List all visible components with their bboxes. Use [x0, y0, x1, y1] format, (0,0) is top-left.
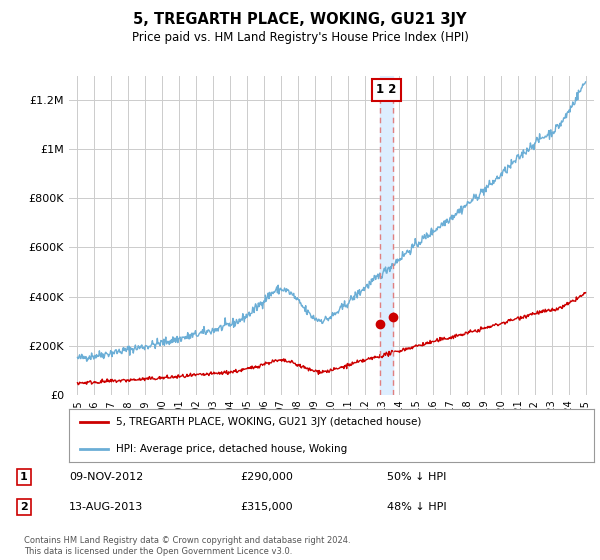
Text: Contains HM Land Registry data © Crown copyright and database right 2024.
This d: Contains HM Land Registry data © Crown c…	[24, 536, 350, 556]
Text: 1 2: 1 2	[376, 83, 397, 96]
Text: 50% ↓ HPI: 50% ↓ HPI	[387, 472, 446, 482]
Text: Price paid vs. HM Land Registry's House Price Index (HPI): Price paid vs. HM Land Registry's House …	[131, 31, 469, 44]
Text: 48% ↓ HPI: 48% ↓ HPI	[387, 502, 446, 512]
Text: £315,000: £315,000	[240, 502, 293, 512]
Text: 09-NOV-2012: 09-NOV-2012	[69, 472, 143, 482]
Text: 5, TREGARTH PLACE, WOKING, GU21 3JY: 5, TREGARTH PLACE, WOKING, GU21 3JY	[133, 12, 467, 27]
Text: 13-AUG-2013: 13-AUG-2013	[69, 502, 143, 512]
Text: £290,000: £290,000	[240, 472, 293, 482]
Text: 2: 2	[20, 502, 28, 512]
Text: 5, TREGARTH PLACE, WOKING, GU21 3JY (detached house): 5, TREGARTH PLACE, WOKING, GU21 3JY (det…	[116, 417, 422, 427]
Bar	[380, 76, 393, 395]
Text: HPI: Average price, detached house, Woking: HPI: Average price, detached house, Woki…	[116, 444, 347, 454]
Text: 1: 1	[20, 472, 28, 482]
